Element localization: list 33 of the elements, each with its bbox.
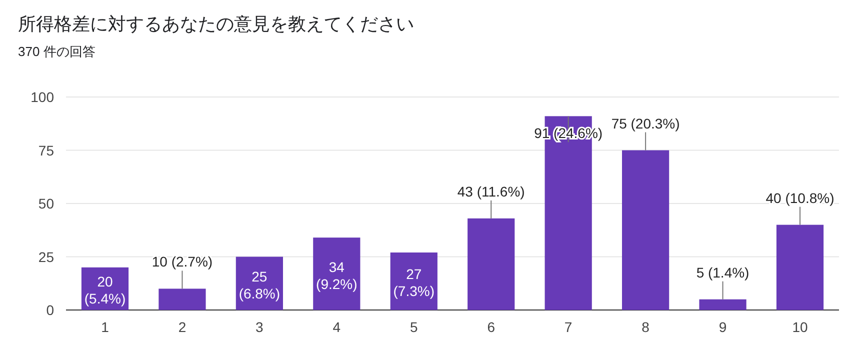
y-tick-label: 50 <box>38 196 54 212</box>
x-tick-label: 8 <box>642 319 650 335</box>
data-label: 27 (7.3%) <box>393 266 435 300</box>
chart-title: 所得格差に対するあなたの意見を教えてください <box>18 14 414 34</box>
y-tick-label: 25 <box>38 248 54 265</box>
x-tick-label: 2 <box>178 319 186 335</box>
y-tick-label: 100 <box>30 89 54 105</box>
data-label: 10 (2.7%) <box>152 254 213 270</box>
x-tick-label: 1 <box>101 319 110 335</box>
data-label: 75 (20.3%) <box>611 115 680 132</box>
x-tick-label: 3 <box>256 319 264 335</box>
data-label: 43 (11.6%) <box>457 183 525 200</box>
bar <box>313 238 360 310</box>
data-label: 25 (6.8%) <box>238 268 280 302</box>
x-tick-label: 6 <box>487 319 496 335</box>
data-label: 40 (10.8%) <box>766 190 834 206</box>
data-label: 34 (9.2%) <box>316 258 358 292</box>
y-tick-label: 75 <box>38 142 54 158</box>
bar <box>468 218 515 310</box>
x-tick-label: 5 <box>410 319 418 335</box>
x-tick-label: 9 <box>718 319 727 335</box>
bar <box>158 288 206 310</box>
x-tick-label: 10 <box>792 319 808 335</box>
x-tick-label: 7 <box>564 319 572 335</box>
x-tick-label: 4 <box>332 319 341 335</box>
chart-subtitle: 370 件の回答 <box>18 44 96 59</box>
bar <box>776 224 824 310</box>
bar <box>622 150 670 310</box>
y-tick-label: 0 <box>46 302 54 318</box>
bar <box>699 299 746 310</box>
bar <box>390 252 438 310</box>
data-label: 20 (5.4%) <box>84 274 126 307</box>
data-label: 5 (1.4%) <box>696 264 750 280</box>
